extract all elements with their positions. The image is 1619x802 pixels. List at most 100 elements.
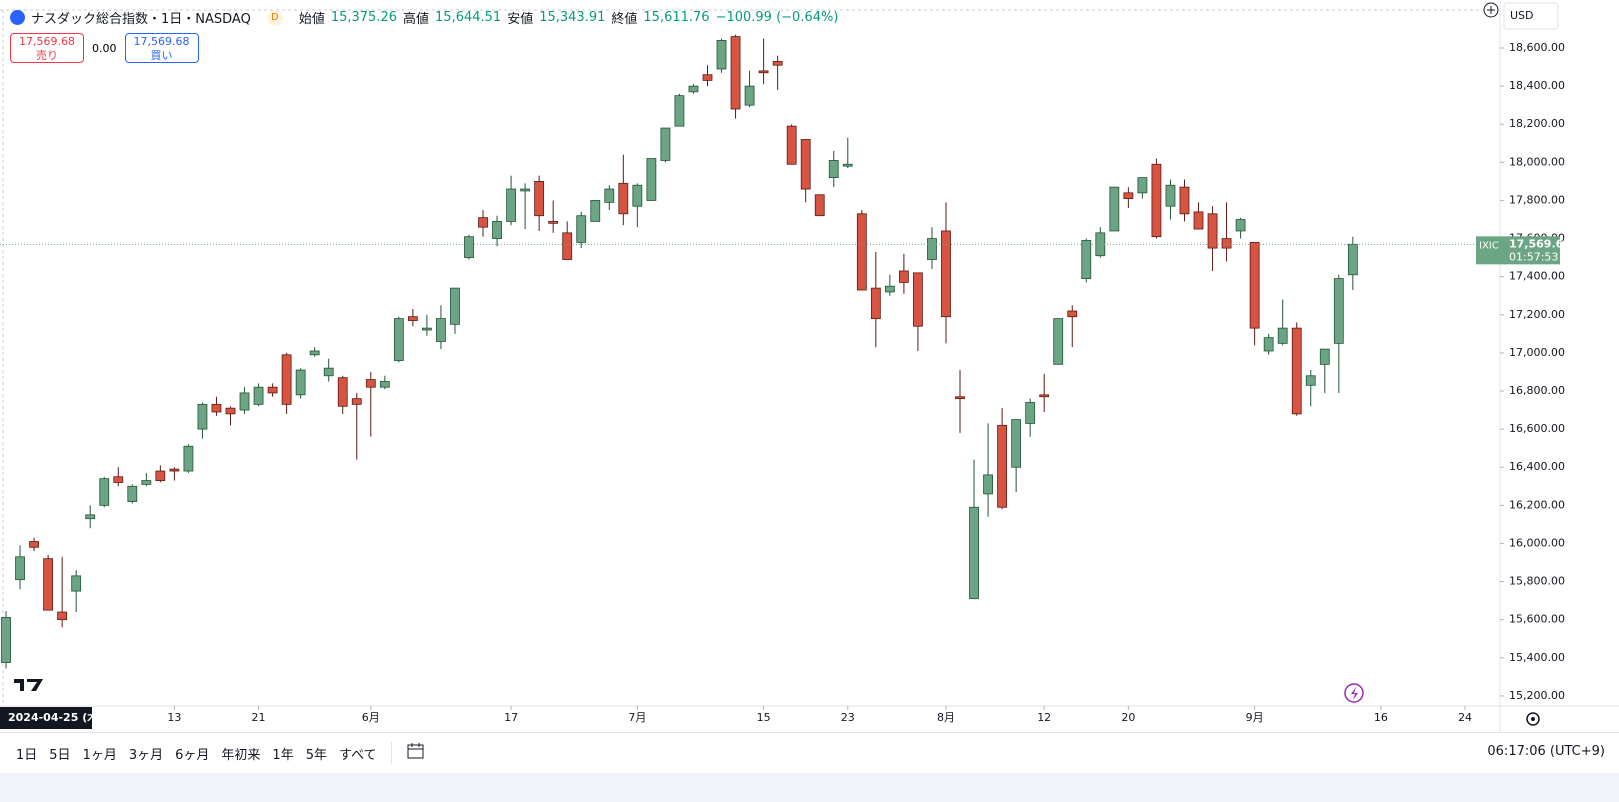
range-button[interactable]: 5年: [305, 747, 327, 763]
tv-logo: [14, 679, 43, 691]
x-tick-label: 6月: [362, 711, 380, 724]
x-tick-label: 20: [1121, 711, 1135, 724]
candle-body: [856, 213, 867, 291]
candle-body: [562, 232, 573, 260]
range-button[interactable]: すべて: [338, 747, 377, 763]
candle-body: [632, 184, 643, 207]
last-price-box: [1476, 236, 1560, 265]
candle-body: [618, 182, 629, 215]
y-tick-label: 16,600.00: [1509, 422, 1565, 435]
settings-icon-dot: [1531, 717, 1535, 721]
currency: USD: [1510, 9, 1534, 22]
sell-button[interactable]: 17,569.68 売り: [10, 33, 84, 63]
candle-body: [604, 188, 615, 203]
x-tick-label: 7月: [628, 711, 646, 724]
candle-body: [716, 39, 727, 70]
ohlc-value: 15,644.51: [435, 10, 502, 25]
ohlc-value: 15,343.91: [539, 10, 606, 25]
candle-body: [422, 327, 432, 331]
y-tick-label: 16,000.00: [1509, 536, 1565, 549]
candle-body: [955, 396, 965, 400]
candle-body: [57, 611, 68, 621]
y-tick-label: 15,200.00: [1509, 689, 1565, 702]
candle-body: [1, 617, 11, 663]
candle-body: [800, 139, 811, 190]
range-button[interactable]: 6ヶ月: [175, 747, 210, 763]
bottom-toolbar: 1日 5日 1ヶ月 3ヶ月 6ヶ月 年初来 1年 5年 すべて: [0, 732, 1619, 773]
candle-body: [506, 188, 516, 222]
candle-body: [660, 127, 671, 161]
candle-body: [1207, 213, 1218, 249]
y-tick-label: 18,200.00: [1509, 117, 1565, 130]
candle-body: [1053, 318, 1064, 365]
range-button[interactable]: 3ヶ月: [128, 747, 164, 763]
date-range-icon[interactable]: [390, 742, 432, 764]
y-tick-label: 18,400.00: [1509, 79, 1565, 92]
candle-body: [1305, 375, 1316, 386]
calendar-lines: [407, 743, 423, 750]
x-tick-label: 17: [504, 711, 518, 724]
buy-price: 17,569.68: [133, 35, 190, 48]
candle-body: [1179, 186, 1190, 215]
range-button[interactable]: 1ヶ月: [82, 747, 117, 763]
candle-body: [1151, 163, 1162, 238]
alert-icon[interactable]: [1344, 683, 1364, 703]
candle-body: [239, 392, 250, 411]
candle-body: [267, 386, 278, 394]
candle-body: [1249, 241, 1260, 329]
candle-body: [913, 272, 923, 327]
candle-body: [1193, 211, 1204, 230]
candle-body: [1291, 327, 1302, 415]
candle-body: [1123, 192, 1134, 199]
candle-body: [997, 424, 1008, 508]
candle-body: [183, 445, 194, 472]
range-button[interactable]: 1年: [272, 747, 294, 763]
legend: ナスダック総合指数・1日・NASDAQ D 始値 15,375.26 高値 15,6…: [10, 8, 838, 27]
range-button[interactable]: 1日: [16, 747, 38, 763]
candle-body: [253, 386, 264, 405]
x-tick-label: 23: [841, 711, 855, 724]
ohlc-label: 終値: [611, 12, 638, 27]
spread: 0.00: [92, 41, 117, 55]
plot: [1, 34, 1358, 669]
x-tick-label: 13: [167, 711, 181, 724]
candle-body: [141, 480, 152, 485]
candle-body: [155, 470, 166, 481]
x-tick-label: 15: [757, 711, 771, 724]
candle-body: [899, 270, 909, 283]
candle-body: [1039, 394, 1050, 398]
candle-body: [1025, 402, 1036, 424]
currency-box[interactable]: [1503, 2, 1559, 30]
x-tick-label: 24: [1458, 711, 1472, 724]
candle-body: [927, 238, 937, 260]
range-button[interactable]: 5日: [49, 747, 71, 763]
y-tick-label: 17,200.00: [1509, 308, 1565, 321]
ohlc-value: 15,611.76: [643, 10, 710, 25]
candle-body: [534, 181, 545, 217]
y-tick-label: 16,200.00: [1509, 498, 1565, 511]
x-tick-label: 8月: [937, 711, 955, 724]
change: −100.99 (−0.64%): [715, 10, 839, 25]
candle-body: [436, 318, 446, 342]
crosshair-date-box: [0, 707, 92, 729]
candle-body: [884, 285, 895, 293]
settings-icon[interactable]: [1526, 712, 1540, 726]
candle-body: [197, 403, 208, 430]
y-tick-label: 17,400.00: [1509, 270, 1565, 283]
buy-button[interactable]: 17,569.68 買い: [124, 33, 199, 63]
candle-body: [323, 367, 334, 377]
candle-body: [1067, 310, 1078, 318]
trade-panel: 17,569.68 売り 0.00 17,569.68 買い: [10, 33, 199, 63]
clock: 06:17:06 (UTC+9): [1487, 744, 1605, 759]
buy-label: 買い: [150, 49, 173, 62]
range-button[interactable]: 年初来: [221, 747, 261, 763]
candle-body: [828, 160, 839, 178]
footer: [0, 773, 1619, 802]
candle-body: [365, 379, 376, 388]
symbol[interactable]: ナスダック総合指数・1日・NASDAQ: [31, 12, 251, 27]
candle-body: [478, 217, 488, 228]
x-tick-label: 16: [1374, 711, 1388, 724]
crosshair-date: 2024-04-25 (木): [8, 710, 103, 724]
candle-body: [548, 221, 559, 224]
